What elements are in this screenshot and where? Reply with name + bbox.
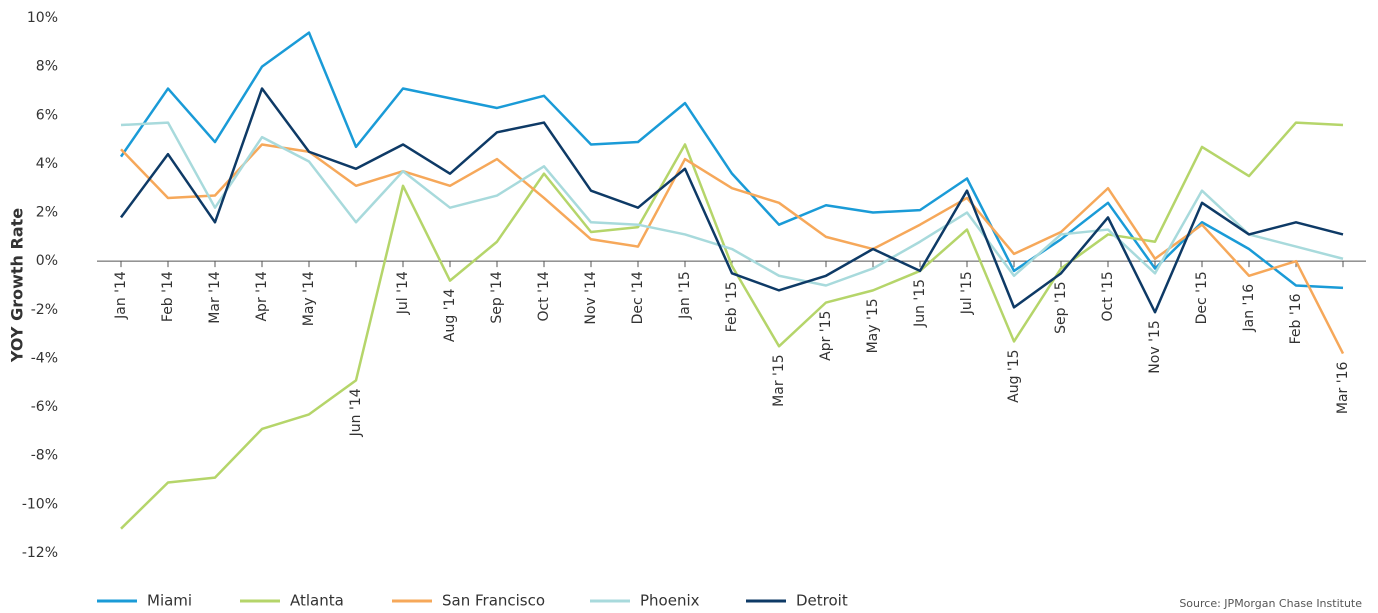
- y-tick-label: 6%: [36, 107, 58, 123]
- y-tick-label: -6%: [31, 399, 58, 415]
- x-tick-label: Jan '16: [1241, 284, 1257, 333]
- y-tick-label: 8%: [36, 59, 58, 75]
- legend-label: Phoenix: [640, 592, 700, 610]
- x-tick-label: Sep '15: [1053, 281, 1069, 334]
- x-tick-label: Aug '14: [442, 289, 458, 343]
- x-tick-label: Apr '15: [818, 311, 834, 361]
- x-tick-label: Mar '16: [1335, 362, 1351, 415]
- legend-label: Atlanta: [290, 592, 344, 610]
- source: Source: JPMorgan Chase Institute: [1179, 597, 1362, 610]
- x-tick-label: Oct '15: [1100, 271, 1116, 321]
- series-line: [120, 143, 1345, 355]
- x-tick-label: Jan '14: [113, 271, 129, 320]
- x-tick-label: May '14: [301, 271, 317, 326]
- legend-label: Miami: [147, 592, 192, 610]
- y-tick-label: -8%: [31, 448, 58, 464]
- series-line: [119, 31, 1344, 290]
- x-tick-label: Oct '14: [536, 271, 552, 321]
- x-tick-label: Sep '14: [489, 271, 505, 324]
- y-tick-label: 0%: [36, 253, 58, 269]
- y-tick-label: -10%: [22, 496, 58, 512]
- x-tick-label: Feb '16: [1288, 293, 1304, 344]
- y-tick-label: -4%: [31, 350, 58, 366]
- y-tick-label: 4%: [36, 156, 58, 172]
- x-tick-label: Jul '15: [959, 271, 975, 315]
- x-tick-label: May '15: [865, 298, 881, 353]
- x-tick-label: Feb '15: [724, 281, 740, 332]
- y-tick-label: 2%: [36, 205, 58, 221]
- x-tick-label: Mar '15: [771, 354, 787, 407]
- y-tick-label: 10%: [27, 10, 58, 26]
- x-tick-label: Dec '15: [1194, 271, 1210, 324]
- x-tick-label: Aug '15: [1006, 349, 1022, 402]
- y-tick-label: -2%: [31, 302, 58, 318]
- x-tick-label: Jan '15: [677, 271, 693, 320]
- x-tick-label: Feb '14: [160, 271, 176, 322]
- x-tick-label: Dec '14: [630, 271, 646, 324]
- x-tick-label: Jul '14: [395, 271, 411, 315]
- x-tick-label: Apr '14: [254, 271, 270, 321]
- x-tick-label: Mar '14: [207, 271, 223, 324]
- x-tick-label: Nov '14: [583, 271, 599, 325]
- y-tick-label: -12%: [22, 545, 58, 561]
- y-axis-title: YOY Growth Rate: [8, 208, 27, 363]
- x-tick-label: Jun '14: [348, 388, 364, 437]
- series-line: [119, 87, 1344, 314]
- x-tick-label: Nov '15: [1147, 320, 1163, 373]
- legend-label: Detroit: [796, 592, 848, 610]
- x-tick-label: Jun '15: [912, 279, 928, 328]
- series-line: [120, 121, 1344, 530]
- legend-label: San Francisco: [442, 592, 545, 610]
- series-line: [120, 121, 1344, 287]
